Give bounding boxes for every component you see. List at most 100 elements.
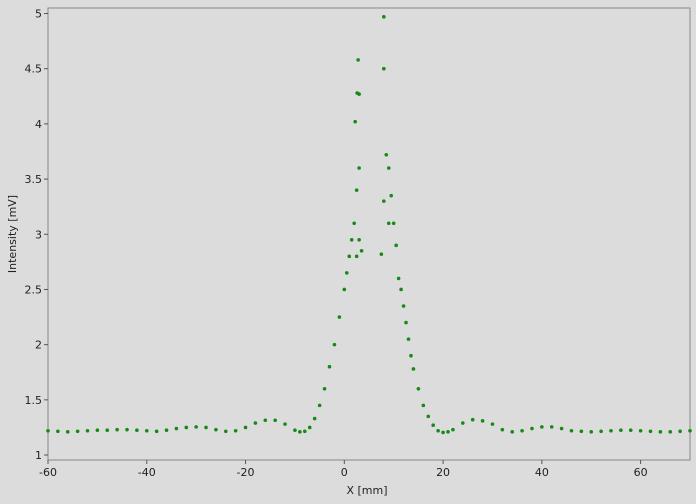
y-tick-label: 1.5: [25, 394, 43, 407]
point: [354, 188, 359, 192]
point: [431, 423, 436, 428]
x-axis-label: X [mm]: [346, 484, 387, 497]
point: [357, 92, 361, 96]
point: [404, 320, 408, 325]
point: [174, 426, 179, 431]
point: [446, 430, 450, 434]
point: [409, 353, 413, 358]
x-tick-label: -40: [138, 466, 156, 479]
y-tick-label: 3.5: [25, 173, 43, 186]
point: [648, 429, 653, 434]
point: [540, 425, 544, 429]
point: [421, 403, 426, 408]
point: [426, 414, 431, 419]
point: [579, 429, 584, 434]
y-tick-label: 2.5: [25, 283, 43, 296]
point: [569, 428, 574, 433]
point: [389, 193, 394, 198]
point: [559, 426, 564, 431]
point: [337, 315, 342, 319]
point: [451, 427, 455, 432]
point: [668, 430, 673, 434]
point: [154, 429, 159, 434]
point: [263, 418, 268, 423]
y-tick-label: 4: [35, 118, 42, 131]
point: [619, 428, 623, 432]
point: [382, 199, 386, 203]
point: [243, 425, 248, 430]
point: [520, 428, 524, 433]
point: [628, 428, 633, 432]
point: [399, 287, 403, 292]
point: [298, 430, 302, 434]
point: [233, 428, 238, 433]
y-tick-label: 3: [35, 228, 42, 241]
point: [396, 276, 401, 281]
x-tick-label: -20: [237, 466, 255, 479]
point: [46, 428, 50, 433]
point: [353, 119, 357, 124]
point: [352, 221, 356, 226]
point: [115, 427, 119, 432]
point: [307, 425, 312, 430]
point: [386, 221, 391, 226]
point: [223, 429, 228, 434]
point: [135, 428, 139, 432]
point: [273, 418, 277, 423]
point: [65, 430, 70, 434]
x-tick-label: 20: [436, 466, 450, 479]
point: [688, 428, 692, 433]
y-axis-label: Intensity [mV]: [6, 195, 19, 273]
point: [384, 153, 389, 157]
point: [382, 15, 386, 19]
point: [678, 429, 682, 434]
point: [253, 421, 258, 425]
point: [184, 425, 189, 430]
point: [56, 429, 60, 434]
point: [401, 304, 406, 308]
point: [436, 428, 440, 433]
point: [144, 428, 149, 433]
point: [500, 427, 505, 432]
point: [105, 428, 110, 432]
point: [344, 271, 349, 275]
point: [441, 430, 445, 435]
point: [470, 417, 475, 422]
point: [332, 342, 337, 347]
point: [530, 426, 534, 431]
point: [214, 427, 218, 432]
point: [461, 421, 465, 425]
point: [411, 367, 416, 371]
point: [359, 249, 364, 253]
point: [204, 425, 208, 430]
point: [609, 428, 613, 433]
point: [75, 429, 80, 434]
x-tick-label: 60: [634, 466, 648, 479]
point: [342, 287, 347, 292]
point: [354, 254, 359, 259]
point: [658, 430, 663, 434]
point: [379, 252, 384, 256]
plot-area: [47, 7, 691, 461]
point: [638, 428, 643, 433]
point: [312, 416, 317, 421]
point: [382, 66, 386, 71]
point: [125, 427, 129, 432]
point: [357, 166, 361, 170]
point: [322, 387, 327, 391]
point: [549, 425, 554, 429]
point: [303, 429, 307, 434]
point: [293, 428, 297, 432]
point: [391, 221, 396, 226]
point: [490, 422, 495, 426]
point: [599, 429, 603, 434]
point: [349, 237, 354, 242]
point: [317, 403, 322, 408]
point: [357, 237, 361, 242]
point: [386, 166, 391, 170]
point: [394, 243, 398, 248]
point: [347, 254, 352, 259]
point: [95, 428, 100, 432]
point: [164, 428, 169, 432]
